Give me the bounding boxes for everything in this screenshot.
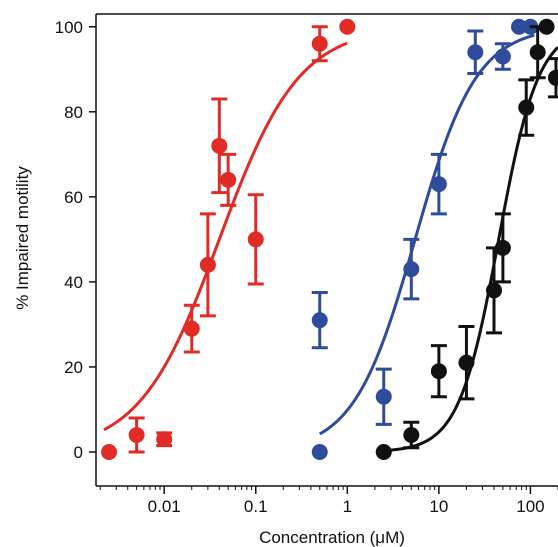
data-point [220, 171, 237, 188]
data-point [494, 48, 511, 65]
data-point [339, 18, 356, 35]
data-point [403, 261, 420, 278]
y-tick-label: 100 [55, 18, 83, 37]
plot-area [101, 18, 558, 460]
data-point [538, 18, 555, 35]
x-tick-label: 0.1 [244, 497, 268, 516]
data-point [547, 69, 558, 86]
x-tick-label: 0.01 [148, 497, 181, 516]
data-point [199, 256, 216, 273]
data-point [211, 137, 228, 154]
y-tick-label: 20 [64, 358, 83, 377]
data-point [458, 354, 475, 371]
data-point [128, 426, 145, 443]
data-point [311, 443, 328, 460]
data-point [183, 320, 200, 337]
series-2 [311, 18, 539, 460]
axes: 0 20 40 60 80 100 0.01 0.1 1 10 100 [55, 13, 558, 516]
data-point [101, 443, 118, 460]
x-tick-label: 1 [343, 497, 352, 516]
data-point [430, 363, 447, 380]
data-point [311, 312, 328, 329]
y-tick-label: 60 [64, 188, 83, 207]
data-point [375, 388, 392, 405]
data-point [247, 231, 264, 248]
data-point [311, 35, 328, 52]
data-point [430, 176, 447, 193]
y-tick-label: 80 [64, 103, 83, 122]
x-tick-label: 100 [516, 497, 544, 516]
y-axis-title: % Impaired motility [13, 166, 32, 310]
data-point [510, 18, 527, 35]
data-point [494, 239, 511, 256]
x-axis-title: Concentration (μM) [259, 528, 405, 547]
fit-curve [103, 41, 348, 432]
data-point [467, 44, 484, 61]
series-3 [375, 18, 558, 460]
y-tick-label: 40 [64, 273, 83, 292]
data-point [529, 44, 546, 61]
y-tick-label: 0 [74, 443, 83, 462]
data-point [375, 443, 392, 460]
data-point [156, 431, 173, 448]
series-1 [101, 18, 356, 460]
data-point [403, 426, 420, 443]
data-point [486, 282, 503, 299]
data-point [518, 99, 535, 116]
x-tick-label: 10 [429, 497, 448, 516]
